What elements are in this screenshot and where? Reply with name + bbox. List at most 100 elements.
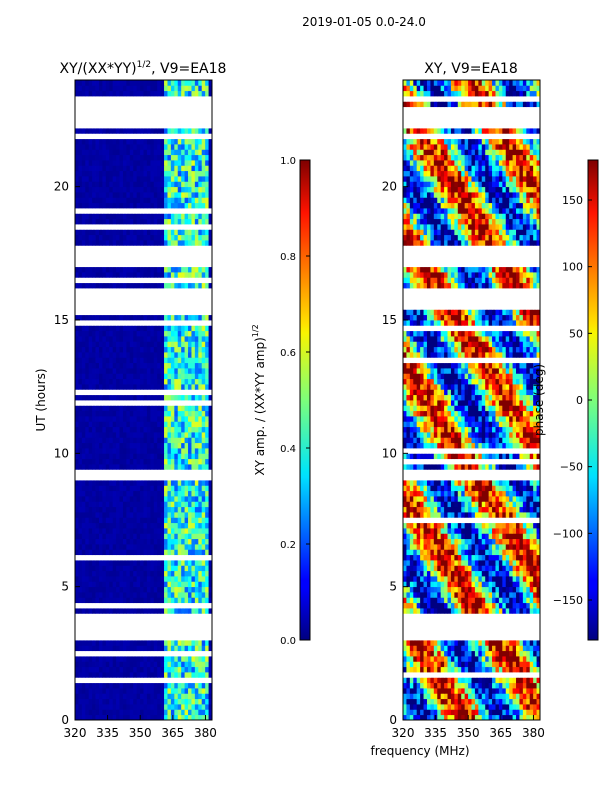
heatmap-cell: [201, 666, 206, 673]
heatmap-cell: [146, 501, 151, 508]
heatmap-cell: [88, 640, 93, 646]
heatmap-cell: [181, 501, 185, 508]
heatmap-cell: [157, 512, 162, 518]
heatmap-cell: [150, 112, 155, 118]
heatmap-cell: [150, 533, 155, 540]
heatmap-cell: [177, 592, 182, 598]
heatmap-cell: [205, 144, 209, 150]
heatmap-cell: [184, 693, 189, 700]
heatmap-cell: [208, 293, 212, 300]
heatmap-cell: [81, 357, 86, 364]
heatmap-cell: [167, 426, 172, 433]
heatmap-cell: [122, 618, 127, 625]
heatmap-cell: [205, 122, 209, 129]
heatmap-cell: [78, 549, 83, 556]
heatmap-cell: [160, 677, 165, 684]
heatmap-cell: [181, 261, 185, 268]
heatmap-cell: [157, 645, 162, 652]
heatmap-cell: [102, 501, 107, 508]
heatmap-cell: [146, 80, 151, 86]
heatmap-cell: [129, 80, 134, 86]
heatmap-cell: [505, 709, 510, 716]
heatmap-cell: [164, 138, 168, 145]
heatmap-cell: [143, 240, 148, 246]
heatmap-cell: [143, 186, 148, 193]
heatmap-cell: [95, 213, 100, 220]
heatmap-cell: [201, 218, 206, 225]
heatmap-cell: [98, 704, 103, 710]
heatmap-cell: [98, 544, 103, 550]
heatmap-cell: [153, 85, 158, 92]
heatmap-cell: [413, 704, 418, 710]
heatmap-cell: [208, 96, 212, 102]
heatmap-cell: [160, 554, 165, 561]
heatmap-cell: [177, 218, 182, 225]
heatmap-cell: [122, 688, 127, 694]
heatmap-cell: [140, 469, 144, 476]
heatmap-cell: [146, 426, 151, 433]
colorbar1-gradient: [299, 159, 311, 641]
heatmap-cell: [150, 565, 155, 572]
heatmap-cell: [188, 272, 192, 278]
heatmap-cell: [201, 714, 206, 720]
heatmap-cell: [208, 282, 212, 289]
heatmap-cell: [95, 496, 100, 502]
heatmap-cell: [433, 704, 438, 710]
heatmap-cell: [174, 666, 179, 673]
heatmap-cell: [181, 544, 185, 550]
heatmap-cell: [174, 320, 179, 326]
heatmap-cell: [140, 197, 144, 204]
colorbar1-tick-label: 0.6: [280, 348, 296, 359]
heatmap-cell: [75, 528, 79, 534]
heatmap-cell: [116, 624, 120, 630]
heatmap-cell: [164, 218, 168, 225]
heatmap-cell: [205, 554, 209, 561]
heatmap-cell: [519, 704, 524, 710]
heatmap-cell: [98, 101, 103, 108]
heatmap-cell: [167, 597, 172, 604]
heatmap-cell: [153, 170, 158, 177]
heatmap-cell: [85, 330, 90, 337]
heatmap-cell: [403, 714, 407, 720]
heatmap-cell: [112, 186, 117, 193]
heatmap-cell: [205, 464, 209, 470]
heatmap-cell: [174, 101, 179, 108]
heatmap-cell: [95, 570, 100, 577]
heatmap-cell: [205, 560, 209, 566]
heatmap-cell: [164, 352, 168, 358]
heatmap-cell: [177, 570, 182, 577]
heatmap-cell: [116, 400, 120, 406]
heatmap-cell: [136, 517, 141, 524]
heatmap-cell: [88, 165, 93, 172]
heatmap-cell: [102, 602, 107, 609]
heatmap-cell: [146, 368, 151, 374]
heatmap-cell: [122, 554, 127, 561]
panel2-title: XY, V9=EA18: [424, 61, 518, 77]
heatmap-cell: [143, 629, 148, 636]
heatmap-cell: [92, 181, 96, 188]
heatmap-cell: [88, 672, 93, 678]
heatmap-cell: [201, 170, 206, 177]
heatmap-cell: [112, 106, 117, 113]
heatmap-cell: [181, 624, 185, 630]
heatmap-cell: [105, 506, 110, 513]
heatmap-cell: [85, 85, 90, 92]
heatmap-cell: [174, 160, 179, 166]
heatmap-cell: [181, 224, 185, 230]
heatmap-cell: [188, 192, 192, 198]
heatmap-cell: [102, 570, 107, 577]
heatmap-cell: [406, 709, 411, 716]
heatmap-cell: [208, 298, 212, 305]
heatmap-cell: [78, 373, 83, 380]
heatmap-cell: [85, 117, 90, 124]
heatmap-cell: [188, 288, 192, 294]
heatmap-cell: [92, 554, 96, 561]
heatmap-cell: [81, 672, 86, 678]
heatmap-cell: [146, 533, 151, 540]
heatmap-cell: [112, 394, 117, 401]
heatmap-cell: [81, 368, 86, 374]
heatmap-cell: [205, 533, 209, 540]
heatmap-cell: [122, 309, 127, 316]
heatmap-cell: [194, 634, 199, 641]
heatmap-cell: [160, 432, 165, 438]
